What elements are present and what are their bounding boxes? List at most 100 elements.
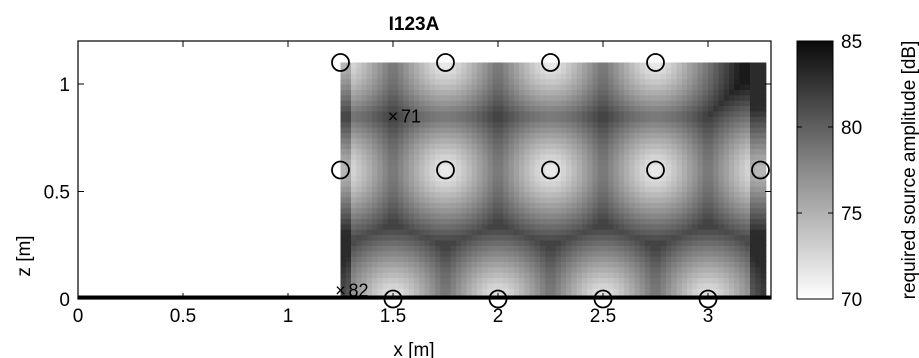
heatmap-cell <box>681 229 688 236</box>
heatmap-cell <box>445 153 452 160</box>
heatmap-cell <box>492 218 499 225</box>
heatmap-cell <box>445 250 452 257</box>
heatmap-cell <box>618 78 625 85</box>
heatmap-cell <box>655 180 662 187</box>
heatmap-cell <box>466 202 473 209</box>
heatmap-cell <box>561 175 567 182</box>
heatmap-cell <box>377 94 384 101</box>
heatmap-cell <box>692 256 699 262</box>
heatmap-cell <box>681 94 688 101</box>
heatmap-cell <box>429 67 436 74</box>
heatmap-cell <box>723 196 730 203</box>
heatmap-cell <box>629 186 636 193</box>
heatmap-cell <box>529 175 536 182</box>
heatmap-cell <box>356 164 363 171</box>
heatmap-cell <box>356 148 363 155</box>
heatmap-cell <box>445 62 452 69</box>
heatmap-cell <box>760 148 767 155</box>
heatmap-cell <box>723 239 730 246</box>
heatmap-cell <box>639 186 646 193</box>
heatmap-cell <box>419 180 426 187</box>
heatmap-cell <box>555 148 562 155</box>
heatmap-cell <box>471 62 478 69</box>
heatmap-cell <box>419 261 426 268</box>
heatmap-cell <box>750 196 756 203</box>
heatmap-cell <box>393 84 399 90</box>
heatmap-cell <box>750 153 756 160</box>
heatmap-cell <box>456 196 462 203</box>
heatmap-cell <box>366 250 373 257</box>
heatmap-cell <box>660 245 667 252</box>
heatmap-cell <box>456 277 462 284</box>
heatmap-cell <box>372 218 378 225</box>
heatmap-cell <box>471 272 478 279</box>
heatmap-cell <box>708 67 714 74</box>
heatmap-cell <box>540 229 546 236</box>
heatmap-cell <box>576 127 583 133</box>
heatmap-cell <box>519 288 525 295</box>
heatmap-cell <box>687 272 693 279</box>
heatmap-cell <box>713 266 720 273</box>
heatmap-cell <box>629 116 636 123</box>
heatmap-cell <box>692 73 699 80</box>
heatmap-cell <box>708 62 714 69</box>
heatmap-cell <box>618 84 625 90</box>
heatmap-cell <box>603 191 609 198</box>
heatmap-cell <box>366 100 373 107</box>
heatmap-cell <box>482 207 489 214</box>
heatmap-cell <box>503 94 510 101</box>
heatmap-cell <box>445 89 452 96</box>
heatmap-cell <box>566 73 573 80</box>
heatmap-cell <box>603 229 609 236</box>
heatmap-cell <box>718 137 725 144</box>
heatmap-cell <box>372 288 378 295</box>
heatmap-cell <box>435 239 441 246</box>
heatmap-cell <box>534 143 541 150</box>
heatmap-cell <box>519 73 525 80</box>
heatmap-cell <box>387 170 394 176</box>
heatmap-cell <box>450 288 457 295</box>
heatmap-cell <box>734 100 741 107</box>
heatmap-cell <box>414 288 420 295</box>
heatmap-cell <box>382 100 389 107</box>
heatmap-cell <box>403 132 410 139</box>
heatmap-cell <box>456 121 462 128</box>
heatmap-cell <box>613 229 620 236</box>
heatmap-cell <box>492 89 499 96</box>
heatmap-cell <box>445 180 452 187</box>
heatmap-cell <box>561 170 567 176</box>
heatmap-cell <box>498 250 504 257</box>
heatmap-cell <box>618 67 625 74</box>
heatmap-cell <box>440 213 447 219</box>
heatmap-cell <box>445 272 452 279</box>
heatmap-cell <box>639 218 646 225</box>
heatmap-cell <box>755 84 762 90</box>
heatmap-cell <box>702 105 709 112</box>
heatmap-cell <box>519 132 525 139</box>
heatmap-cell <box>645 202 651 209</box>
source-marker <box>331 160 350 180</box>
heatmap-cell <box>519 186 525 193</box>
heatmap-cell <box>571 196 578 203</box>
heatmap-cell <box>529 186 536 193</box>
heatmap-cell <box>419 245 426 252</box>
heatmap-cell <box>482 288 489 295</box>
source-marker <box>593 289 613 309</box>
heatmap-cell <box>414 127 420 133</box>
heatmap-cell <box>561 191 567 198</box>
heatmap-cell <box>729 202 735 209</box>
heatmap-cell <box>592 261 599 268</box>
heatmap-cell <box>545 100 552 107</box>
heatmap-cell <box>629 239 636 246</box>
heatmap-cell <box>534 196 541 203</box>
heatmap-cell <box>345 110 352 117</box>
heatmap-cell <box>450 110 457 117</box>
heatmap-cell <box>429 245 436 252</box>
heatmap-cell <box>508 213 515 219</box>
heatmap-cell <box>498 261 504 268</box>
heatmap-cell <box>461 256 468 262</box>
heatmap-cell <box>718 164 725 171</box>
heatmap-cell <box>377 164 384 171</box>
heatmap-cell <box>655 143 662 150</box>
heatmap-cell <box>739 67 746 74</box>
